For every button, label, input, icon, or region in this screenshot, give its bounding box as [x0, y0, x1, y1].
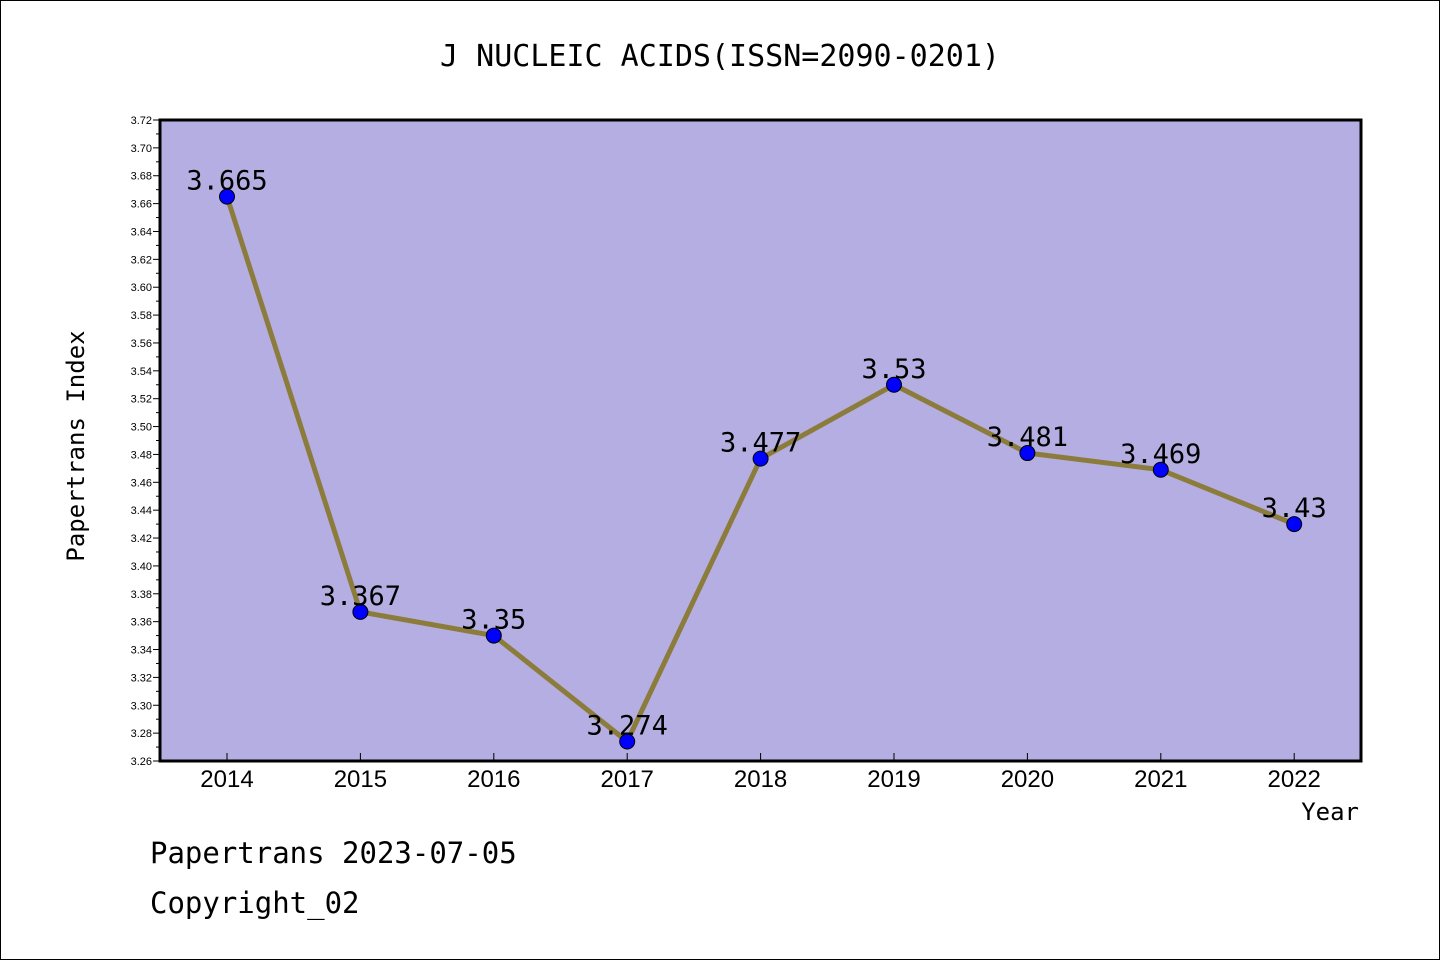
- plot-area: [158, 118, 1363, 763]
- data-point: [352, 603, 369, 620]
- data-point: [886, 376, 902, 393]
- y-tick-label: 3.28: [131, 728, 152, 740]
- data-point: [619, 733, 636, 750]
- x-tick-label: 2015: [334, 766, 387, 793]
- y-tick-label: 3.72: [131, 115, 152, 127]
- y-tick-label: 3.54: [131, 366, 152, 378]
- y-tick-label: 3.40: [131, 561, 152, 573]
- data-point: [752, 450, 769, 467]
- y-tick-label: 3.66: [131, 199, 152, 211]
- chart-title: J NUCLEIC ACIDS(ISSN=2090-0201): [440, 39, 1000, 74]
- data-label: 3.665: [186, 166, 267, 197]
- data-labels: 3.665 3.367 3.35 3.274 3.477 3.53 3.481 3.469 3.…: [186, 166, 1326, 742]
- y-tick-label: 3.68: [131, 171, 152, 183]
- y-tick-label: 3.48: [131, 449, 152, 461]
- data-label: 3.481: [987, 422, 1068, 453]
- y-axis-label: Papertrans Index: [62, 330, 90, 561]
- y-tick-label: 3.34: [131, 645, 152, 657]
- y-tick-label: 3.58: [131, 310, 152, 322]
- data-label: 3.367: [320, 581, 401, 612]
- data-label: 3.477: [720, 428, 801, 459]
- data-points: [219, 188, 1303, 750]
- footer-copyright: Copyright_02: [150, 886, 360, 920]
- y-tick-label: 3.38: [131, 589, 152, 601]
- data-label: 3.469: [1120, 439, 1201, 470]
- data-point: [1019, 445, 1036, 462]
- x-tick-label: 2019: [867, 766, 920, 793]
- x-tick-label: 2021: [1134, 766, 1187, 793]
- x-axis-label: Year: [1301, 798, 1359, 826]
- x-tick-label: 2016: [467, 766, 520, 793]
- y-tick-label: 3.64: [131, 226, 152, 238]
- y-tick-label: 3.56: [131, 338, 152, 350]
- y-axis: 3.26 3.28 3.30 3.32 3.34 3.36 3.38 3.40 3.42 3.44…: [131, 115, 160, 768]
- y-tick-label: 3.70: [131, 143, 152, 155]
- y-tick-label: 3.44: [131, 505, 152, 517]
- x-axis: 2014 2015 2016 2017 2018 2019 2020 2021 2022: [200, 753, 1321, 793]
- y-tick-label: 3.46: [131, 477, 152, 489]
- y-tick-label: 3.50: [131, 422, 152, 434]
- data-point: [219, 188, 235, 205]
- data-point: [485, 627, 502, 644]
- data-label: 3.274: [587, 710, 668, 741]
- data-label: 3.53: [861, 354, 926, 385]
- y-tick-label: 3.62: [131, 254, 152, 266]
- data-point: [1286, 516, 1303, 533]
- y-tick-label: 3.52: [131, 394, 152, 406]
- data-point: [1152, 461, 1169, 478]
- data-label: 3.43: [1262, 493, 1327, 524]
- x-tick-label: 2018: [734, 766, 787, 793]
- y-tick-label: 3.30: [131, 700, 152, 712]
- y-tick-label: 3.42: [131, 533, 152, 545]
- data-label: 3.35: [461, 605, 526, 636]
- x-tick-label: 2017: [601, 766, 654, 793]
- x-tick-label: 2022: [1268, 766, 1321, 793]
- y-tick-label: 3.60: [131, 282, 152, 294]
- y-tick-label: 3.36: [131, 617, 152, 629]
- y-tick-label: 3.32: [131, 672, 152, 684]
- x-tick-label: 2020: [1001, 766, 1054, 793]
- footer-date: Papertrans 2023-07-05: [150, 836, 517, 870]
- x-tick-label: 2014: [200, 766, 253, 793]
- y-tick-label: 3.26: [131, 756, 152, 768]
